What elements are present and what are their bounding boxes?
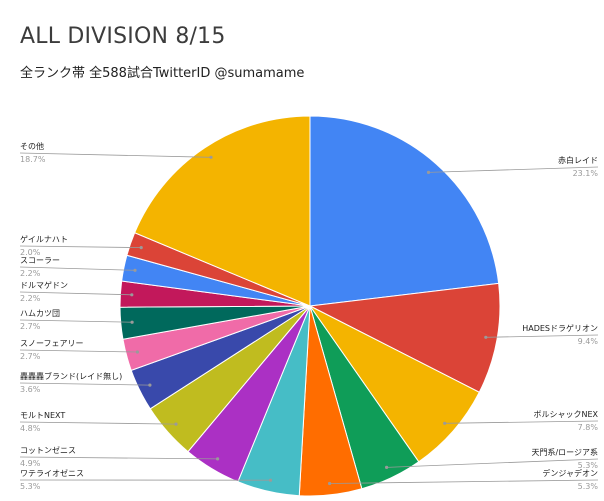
- slice-percent: 2.2%: [20, 294, 41, 303]
- slice-label: 轟轟轟ブランド(レイド無し): [20, 371, 122, 381]
- slice-label: モルトNEXT: [20, 411, 65, 420]
- slice-label: HADESドラゲリオン: [522, 323, 598, 333]
- slice-label: コットンゼニス: [20, 445, 76, 455]
- leader-line: [485, 334, 599, 338]
- leader-dot: [133, 268, 137, 272]
- leader-dot: [385, 465, 389, 469]
- leader-line: [19, 319, 133, 323]
- leader-dot: [139, 246, 143, 250]
- slice-percent: 2.0%: [20, 248, 41, 257]
- slice-percent: 2.2%: [20, 269, 41, 278]
- leader-line: [444, 420, 599, 424]
- leader-line: [329, 479, 599, 484]
- slice-percent: 4.8%: [20, 424, 41, 433]
- leader-line: [19, 291, 132, 296]
- leader-line: [19, 349, 138, 353]
- leader-line: [19, 266, 136, 271]
- slice-label: ゲイルナハト: [20, 234, 68, 244]
- slice-label: ハムカツ団: [20, 309, 60, 318]
- leader-line: [19, 245, 142, 248]
- leader-dot: [328, 481, 332, 486]
- slice-percent: 23.1%: [573, 169, 599, 178]
- slice-label: その他: [20, 141, 44, 151]
- leader-dot: [268, 478, 273, 482]
- leader-dot: [443, 421, 447, 425]
- slice-percent: 2.7%: [20, 352, 41, 361]
- leader-dot: [209, 155, 213, 159]
- pie-slices: [119, 115, 501, 497]
- slice-percent: 2.7%: [20, 322, 41, 331]
- leader-dot: [484, 335, 488, 339]
- pie-labels: 赤白レイド 23.1% HADESドラゲリオン 9.4% ボルシャックNEX 7.8% 天門…: [19, 141, 599, 491]
- slice-label: スノーフェアリー: [20, 339, 84, 348]
- slice-percent: 7.8%: [578, 423, 599, 432]
- leader-line: [19, 382, 150, 386]
- leader-dot: [174, 422, 178, 426]
- slice-percent: 4.9%: [20, 459, 41, 468]
- slice-label: デンジャデオン: [542, 468, 598, 478]
- slice-percent: 9.4%: [578, 337, 599, 346]
- leader-dot: [148, 383, 152, 387]
- slice-percent: 5.3%: [578, 461, 599, 470]
- chart-subtitle: 全ランク帯 全588試合TwitterID @sumamame: [20, 66, 305, 81]
- slice-percent: 18.7%: [20, 155, 46, 164]
- leader-dot: [216, 457, 220, 461]
- slice-percent: 5.3%: [20, 482, 41, 491]
- leader-dot: [135, 350, 139, 354]
- leader-dot: [130, 320, 134, 324]
- chart-title: ALL DIVISION 8/15: [20, 24, 226, 49]
- pie-slice: [309, 115, 500, 307]
- leader-dot: [426, 170, 431, 174]
- slice-label: 赤白レイド: [558, 155, 598, 165]
- slice-percent: 3.6%: [20, 385, 41, 394]
- leader-line: [19, 152, 212, 158]
- leader-dot: [130, 293, 134, 297]
- slice-label: ドルマゲドン: [20, 280, 68, 290]
- pie-slice: [134, 115, 311, 307]
- pie-slice: [309, 305, 480, 463]
- leader-line: [19, 421, 177, 425]
- slice-label: ボルシャックNEX: [533, 410, 598, 419]
- leader-line: [19, 456, 218, 460]
- slice-label: ワテライオゼニス: [20, 468, 84, 478]
- slice-label: 天門系/ロージア系: [531, 447, 598, 457]
- leader-line: [386, 458, 599, 468]
- slice-percent: 5.3%: [578, 482, 599, 491]
- pie-slice: [308, 282, 501, 393]
- slice-label: スコーラー: [20, 256, 60, 265]
- leader-line: [428, 166, 599, 173]
